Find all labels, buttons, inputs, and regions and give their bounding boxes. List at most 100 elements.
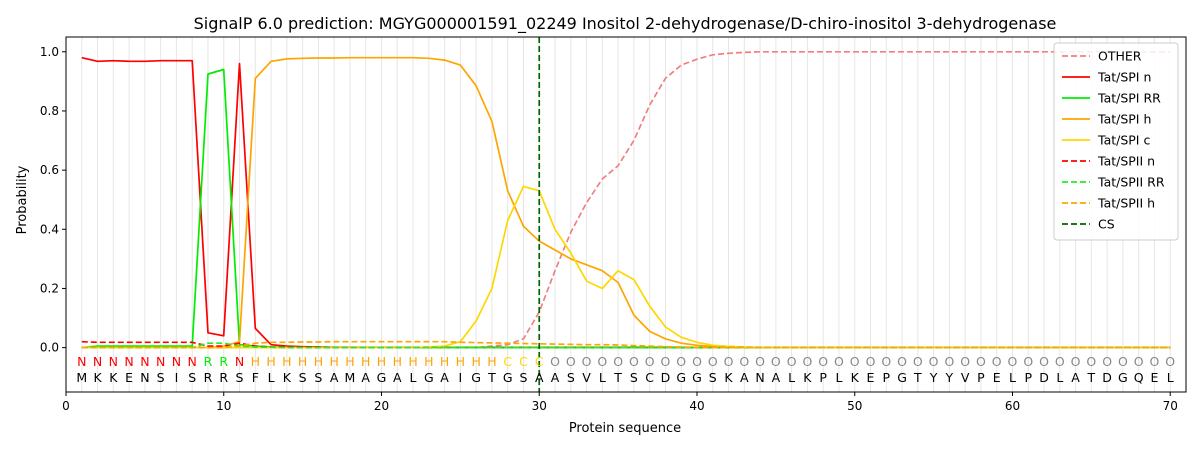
legend: OTHER Tat/SPI n Tat/SPI RR Tat/SPI h Tat/SPI… xyxy=(1053,42,1179,241)
state-letter: O xyxy=(755,354,765,369)
state-letter: O xyxy=(787,354,797,369)
residue-letter: S xyxy=(299,370,307,385)
x-tick-label: 40 xyxy=(689,399,704,413)
residue-letter: G xyxy=(692,370,702,385)
series-line-tat-spii-h xyxy=(81,340,1171,349)
legend-entry: Tat/SPI RR xyxy=(1097,91,1161,106)
state-letter: O xyxy=(692,354,702,369)
residue-letter: S xyxy=(236,370,244,385)
residue-letter: K xyxy=(109,370,118,385)
residue-letter: G xyxy=(503,370,513,385)
state-letter: N xyxy=(235,354,244,369)
residue-letter: A xyxy=(330,370,339,385)
state-letter: R xyxy=(204,354,213,369)
residue-letter: Y xyxy=(945,370,954,385)
state-letter: C xyxy=(535,354,544,369)
state-letter: O xyxy=(1134,354,1144,369)
state-letter: O xyxy=(724,354,734,369)
state-letter: O xyxy=(881,354,891,369)
state-letter: N xyxy=(77,354,86,369)
state-letter: H xyxy=(456,354,465,369)
state-letter: N xyxy=(93,354,102,369)
state-letter: O xyxy=(1118,354,1128,369)
legend-entry: Tat/SPI c xyxy=(1097,133,1150,148)
x-axis-label: Protein sequence xyxy=(569,421,681,436)
residue-letter: L xyxy=(788,370,795,385)
residue-letter: G xyxy=(471,370,481,385)
state-letter: H xyxy=(266,354,275,369)
residue-letter: S xyxy=(567,370,575,385)
x-tick-label: 60 xyxy=(1005,399,1020,413)
state-letter: O xyxy=(739,354,749,369)
state-letter: O xyxy=(566,354,576,369)
series-line-tat-spi-rr xyxy=(81,68,1171,349)
state-letter: O xyxy=(1086,354,1096,369)
state-letter: H xyxy=(408,354,417,369)
residue-letter: E xyxy=(867,370,875,385)
residue-letter: K xyxy=(724,370,733,385)
state-letter: O xyxy=(597,354,607,369)
residue-letter: G xyxy=(424,370,434,385)
legend-entry: Tat/SPII n xyxy=(1097,154,1155,169)
residue-letter: S xyxy=(519,370,527,385)
state-letter: O xyxy=(850,354,860,369)
residue-letter: L xyxy=(410,370,417,385)
residue-letter: Y xyxy=(929,370,938,385)
state-letter: O xyxy=(913,354,923,369)
state-letter: N xyxy=(172,354,181,369)
series-line-tat-spi-n xyxy=(81,56,1171,349)
state-letter: H xyxy=(471,354,480,369)
residue-letter: E xyxy=(125,370,133,385)
state-letter: O xyxy=(771,354,781,369)
sequence-annotations: NMNKNKNENNNSNINSRRRRNSHFHLHKHSHSHAHMHAHG… xyxy=(76,354,1175,385)
y-tick-label: 0.4 xyxy=(40,222,59,236)
x-tick-label: 30 xyxy=(532,399,547,413)
residue-letter: N xyxy=(755,370,764,385)
state-letter: O xyxy=(992,354,1002,369)
residue-letter: A xyxy=(535,370,544,385)
residue-letter: K xyxy=(93,370,102,385)
residue-letter: K xyxy=(803,370,812,385)
series-line-tat-spi-h xyxy=(81,56,1171,349)
state-letter: N xyxy=(156,354,165,369)
residue-letter: V xyxy=(961,370,970,385)
state-letter: C xyxy=(519,354,528,369)
residue-letter: L xyxy=(1167,370,1174,385)
state-letter: O xyxy=(708,354,718,369)
state-letter: C xyxy=(503,354,512,369)
residue-letter: G xyxy=(1118,370,1128,385)
state-letter: O xyxy=(818,354,828,369)
state-letter: O xyxy=(834,354,844,369)
state-letter: O xyxy=(661,354,671,369)
state-letter: O xyxy=(1055,354,1065,369)
state-letter: H xyxy=(329,354,338,369)
y-tick-label: 0.2 xyxy=(40,281,59,295)
state-letter: H xyxy=(377,354,386,369)
residue-letter: A xyxy=(772,370,781,385)
residue-letter: N xyxy=(140,370,149,385)
residue-letter: L xyxy=(1056,370,1063,385)
state-letter: O xyxy=(1008,354,1018,369)
state-letter: R xyxy=(219,354,228,369)
residue-letter: K xyxy=(283,370,292,385)
residue-letter: V xyxy=(582,370,591,385)
legend-entry: Tat/SPII RR xyxy=(1097,175,1165,190)
state-letter: O xyxy=(897,354,907,369)
x-tick-label: 0 xyxy=(62,399,70,413)
state-letter: O xyxy=(1102,354,1112,369)
residue-letter: R xyxy=(204,370,213,385)
residue-letter: R xyxy=(219,370,228,385)
state-letter: O xyxy=(582,354,592,369)
state-letter: O xyxy=(550,354,560,369)
residue-letter: K xyxy=(851,370,860,385)
y-tick-label: 0.8 xyxy=(40,104,59,118)
residue-letter: A xyxy=(440,370,449,385)
state-letter: O xyxy=(1165,354,1175,369)
residue-letter: E xyxy=(1150,370,1158,385)
residue-letter: A xyxy=(1071,370,1080,385)
state-letter: H xyxy=(314,354,323,369)
state-letter: O xyxy=(929,354,939,369)
state-letter: H xyxy=(251,354,260,369)
y-tick-label: 1.0 xyxy=(40,45,59,59)
state-letter: O xyxy=(866,354,876,369)
